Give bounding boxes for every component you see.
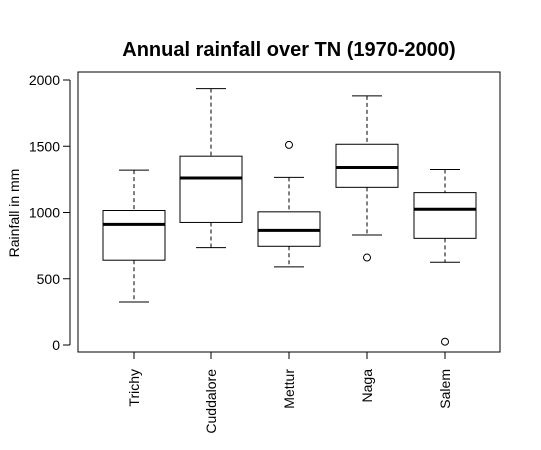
y-tick-label: 0 bbox=[52, 337, 60, 353]
y-axis: 0 500 1000 1500 2000 bbox=[29, 72, 71, 353]
outlier-point bbox=[441, 337, 449, 346]
box-salem bbox=[413, 168, 477, 346]
y-tick-label: 2000 bbox=[29, 72, 60, 88]
box-naga bbox=[335, 95, 399, 262]
y-axis-label: Rainfall in mm bbox=[6, 169, 22, 258]
x-tick-label-cuddalore: Cuddalore bbox=[203, 369, 219, 434]
y-tick-label: 1000 bbox=[29, 205, 60, 221]
x-tick-label-mettur: Mettur bbox=[281, 369, 297, 409]
boxes-group bbox=[102, 88, 477, 346]
iqr-box bbox=[413, 192, 477, 239]
y-tick-label: 1500 bbox=[29, 138, 60, 154]
iqr-box bbox=[102, 210, 166, 261]
box-mettur bbox=[257, 140, 321, 268]
x-tick-label-salem: Salem bbox=[437, 369, 453, 409]
chart-title: Annual rainfall over TN (1970-2000) bbox=[122, 39, 455, 61]
iqr-box bbox=[335, 143, 399, 188]
x-tick-label-trichy: Trichy bbox=[126, 369, 142, 407]
outlier-point bbox=[363, 253, 371, 262]
iqr-box bbox=[179, 155, 243, 223]
box-trichy bbox=[102, 169, 166, 303]
x-tick-label-naga: Naga bbox=[359, 369, 375, 403]
outlier-point bbox=[285, 140, 293, 149]
x-axis: Trichy Cuddalore Mettur Naga Salem bbox=[126, 351, 453, 434]
box-cuddalore bbox=[179, 88, 243, 249]
y-tick-label: 500 bbox=[37, 271, 61, 287]
